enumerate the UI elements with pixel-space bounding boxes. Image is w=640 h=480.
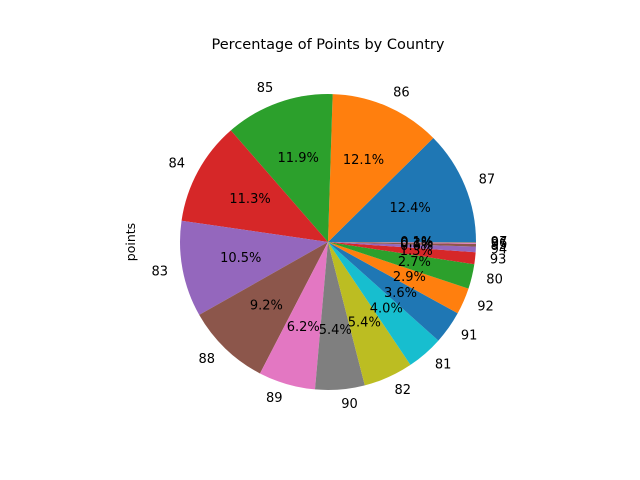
slice-label-80: 80 <box>486 273 503 288</box>
slice-label-90: 90 <box>341 397 358 412</box>
slice-pct-label-90: 5.4% <box>319 323 352 338</box>
pie-slice-82 <box>328 242 411 386</box>
slice-pct-label-87: 12.4% <box>389 201 430 216</box>
pie-slices <box>179 93 477 391</box>
slice-pct-label-89: 6.2% <box>287 320 320 335</box>
slice-label-94: 94 <box>491 243 508 258</box>
slice-label-81: 81 <box>435 357 452 372</box>
slice-label-86: 86 <box>393 85 410 100</box>
slice-label-87: 87 <box>479 173 496 188</box>
pie-slice-83 <box>179 220 328 315</box>
slice-pct-label-93: 1.3% <box>400 244 433 259</box>
slice-pct-label-85: 11.9% <box>278 151 319 166</box>
pie-slice-89 <box>259 242 328 390</box>
pie-slice-81 <box>328 242 439 365</box>
slice-pct-label-81: 4.0% <box>370 301 403 316</box>
slice-label-84: 84 <box>169 157 186 172</box>
slice-pct-label-94: 0.6% <box>400 239 433 254</box>
chart-title: Percentage of Points by Country <box>212 37 445 53</box>
slice-label-96: 96 <box>491 236 508 251</box>
pie-slice-97 <box>328 242 477 243</box>
slice-pct-label-97: 0.1% <box>400 235 433 250</box>
pie-slice-93 <box>328 242 476 265</box>
pie-slice-91 <box>328 242 458 341</box>
slice-pct-label-84: 11.3% <box>229 192 270 207</box>
pie-slice-90 <box>315 242 365 391</box>
slice-pct-label-95: 0.3% <box>400 236 433 251</box>
y-axis-label: points <box>123 223 138 261</box>
slice-pct-label-91: 3.6% <box>384 286 417 301</box>
slice-label-97: 97 <box>491 235 508 250</box>
slice-label-92: 92 <box>477 300 494 315</box>
pie-slice-87 <box>328 138 476 242</box>
pie-slice-95 <box>328 242 476 247</box>
pie-slice-86 <box>328 94 434 242</box>
slice-label-93: 93 <box>490 252 507 267</box>
slice-label-85: 85 <box>257 81 274 96</box>
pie-slice-84 <box>181 130 328 242</box>
pie-slice-92 <box>328 242 469 314</box>
slice-label-89: 89 <box>266 391 283 406</box>
slice-pct-label-82: 5.4% <box>348 316 381 331</box>
pie-labels: 87 12.4% 86 12.1% 85 11.9% 84 11.3% 83 10.5% 88 9.2… <box>151 81 507 412</box>
slice-pct-label-96: 0.1% <box>400 235 433 250</box>
pie-slice-85 <box>230 93 333 242</box>
slice-label-83: 83 <box>151 265 168 280</box>
slice-label-95: 95 <box>491 238 508 253</box>
slice-pct-label-80: 2.7% <box>398 255 431 270</box>
slice-pct-label-88: 9.2% <box>250 298 283 313</box>
pie-slice-88 <box>199 242 328 374</box>
slice-pct-label-86: 12.1% <box>343 153 384 168</box>
slice-label-91: 91 <box>461 329 478 344</box>
slice-label-88: 88 <box>199 352 216 367</box>
slice-pct-label-83: 10.5% <box>220 251 261 266</box>
pie-slice-80 <box>328 242 475 289</box>
pie-slice-94 <box>328 242 476 253</box>
pie-slice-96 <box>328 242 476 244</box>
slice-pct-label-92: 2.9% <box>393 270 426 285</box>
slice-label-82: 82 <box>395 383 412 398</box>
